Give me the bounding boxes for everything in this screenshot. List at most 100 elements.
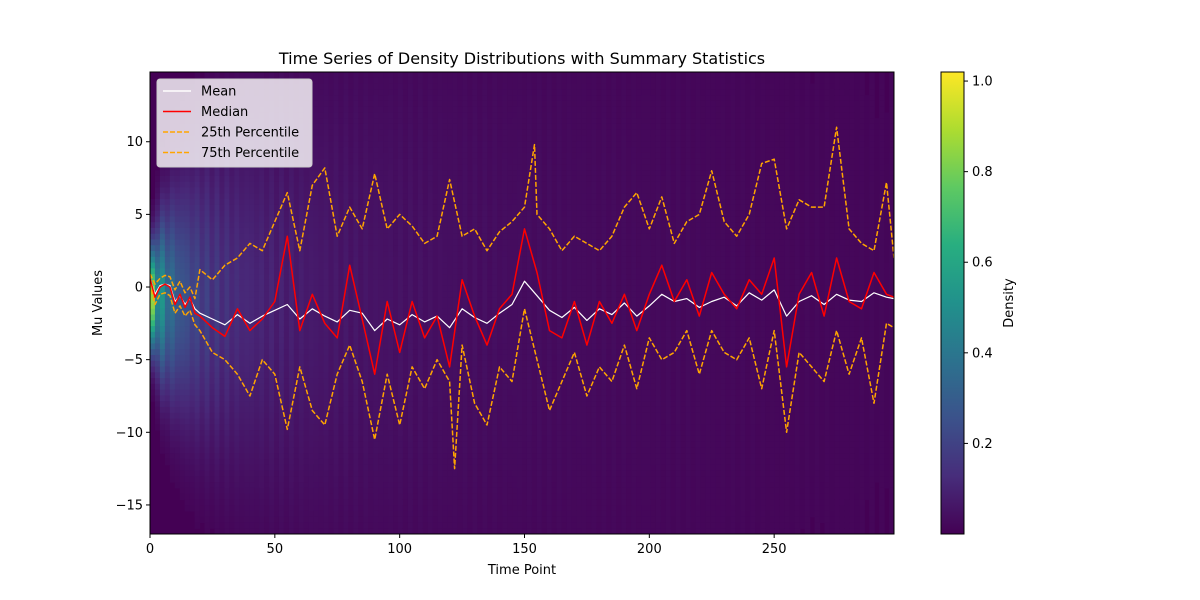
heatmap-cell: [249, 170, 255, 177]
heatmap-cell: [254, 251, 260, 258]
heatmap-cell: [209, 447, 216, 454]
heatmap-cell: [432, 268, 439, 275]
heatmap-cell: [184, 493, 191, 500]
heatmap-cell: [442, 222, 449, 229]
heatmap-cell: [150, 274, 156, 281]
heatmap-cell: [204, 279, 211, 287]
heatmap-cell: [422, 441, 429, 448]
heatmap-cell: [179, 395, 186, 402]
heatmap-cell: [274, 482, 280, 489]
heatmap-cell: [452, 406, 459, 414]
heatmap-cell: [249, 349, 255, 356]
heatmap-cell: [303, 72, 310, 79]
heatmap-cell: [234, 487, 240, 495]
heatmap-cell: [234, 320, 240, 327]
heatmap-cell: [239, 337, 245, 345]
heatmap-cell: [393, 453, 399, 460]
heatmap-cell: [159, 251, 166, 258]
heatmap-cell: [313, 366, 320, 373]
heatmap-cell: [184, 430, 191, 437]
heatmap-cell: [393, 95, 399, 102]
heatmap-cell: [363, 412, 369, 420]
heatmap-cell: [293, 193, 300, 200]
heatmap-cell: [417, 222, 424, 229]
heatmap-cell: [308, 233, 315, 241]
heatmap-cell: [402, 424, 409, 431]
heatmap-cell: [249, 372, 255, 379]
heatmap-cell: [373, 106, 379, 114]
heatmap-cell: [402, 499, 409, 506]
heatmap-cell: [194, 418, 201, 425]
heatmap-cell: [358, 77, 364, 85]
heatmap-cell: [442, 106, 449, 114]
heatmap-cell: [323, 95, 330, 102]
heatmap-cell: [288, 170, 295, 177]
heatmap-cell: [452, 378, 459, 385]
heatmap-cell: [402, 383, 409, 391]
heatmap-cell: [298, 343, 305, 350]
heatmap-cell: [437, 516, 444, 524]
heatmap-cell: [348, 447, 354, 454]
heatmap-cell: [308, 354, 315, 362]
heatmap-cell: [442, 187, 449, 194]
heatmap-cell: [264, 522, 270, 529]
heatmap-cell: [303, 493, 310, 500]
heatmap-cell: [383, 372, 389, 379]
heatmap-cell: [402, 308, 409, 316]
heatmap-cell: [388, 424, 394, 431]
heatmap-cell: [313, 210, 320, 217]
heatmap-cell: [373, 308, 379, 316]
heatmap-cell: [313, 487, 320, 495]
heatmap-cell: [234, 412, 240, 420]
heatmap-cell: [308, 447, 315, 454]
heatmap-cell: [378, 464, 384, 472]
heatmap-cell: [437, 493, 444, 500]
heatmap-cell: [154, 395, 161, 402]
heatmap-cell: [274, 337, 280, 345]
heatmap-cell: [388, 366, 394, 373]
heatmap-cell: [407, 233, 414, 241]
heatmap-cell: [194, 72, 201, 79]
heatmap-cell: [204, 510, 211, 518]
heatmap-cell: [412, 158, 419, 166]
heatmap-cell: [348, 401, 354, 408]
heatmap-cell: [174, 453, 181, 460]
heatmap-cell: [363, 476, 369, 483]
heatmap-cell: [417, 303, 424, 310]
heatmap-cell: [398, 505, 404, 512]
heatmap-cell: [353, 510, 359, 518]
heatmap-cell: [323, 227, 330, 235]
heatmap-cell: [298, 464, 305, 472]
heatmap-cell: [323, 424, 330, 431]
heatmap-cell: [452, 510, 459, 518]
heatmap-cell: [224, 493, 230, 500]
heatmap-cell: [432, 435, 439, 443]
heatmap-cell: [313, 406, 320, 414]
heatmap-cell: [407, 389, 414, 397]
heatmap-cell: [313, 337, 320, 345]
heatmap-cell: [427, 487, 434, 495]
heatmap-cell: [358, 458, 364, 466]
heatmap-cell: [219, 343, 225, 350]
heatmap-cell: [269, 326, 275, 333]
heatmap-cell: [388, 227, 394, 235]
heatmap-cell: [308, 378, 315, 385]
heatmap-cell: [363, 222, 369, 229]
heatmap-cell: [184, 476, 191, 483]
heatmap-cell: [333, 406, 340, 414]
heatmap-cell: [457, 95, 464, 102]
heatmap-cell: [244, 435, 250, 443]
heatmap-cell: [264, 326, 270, 333]
heatmap-cell: [278, 360, 285, 368]
heatmap-cell: [239, 245, 245, 252]
heatmap-cell: [353, 441, 359, 448]
heatmap-cell: [244, 285, 250, 293]
heatmap-cell: [457, 251, 464, 258]
heatmap-cell: [189, 227, 196, 235]
heatmap-cell: [368, 181, 374, 189]
heatmap-cell: [437, 233, 444, 241]
heatmap-cell: [333, 279, 340, 287]
heatmap-cell: [224, 349, 230, 356]
heatmap-cell: [452, 349, 459, 356]
heatmap-cell: [407, 187, 414, 194]
